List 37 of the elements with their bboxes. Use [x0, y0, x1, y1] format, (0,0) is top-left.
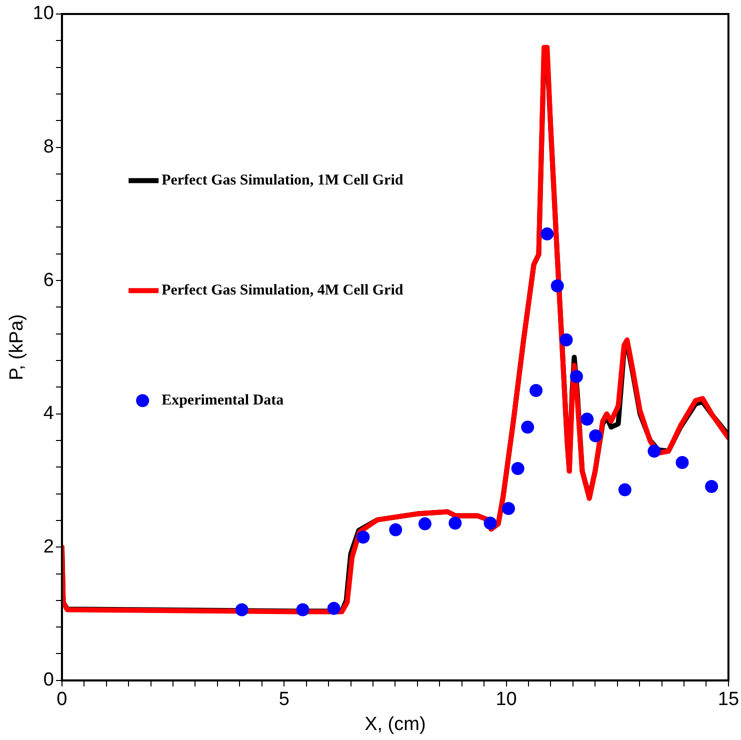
- point: [570, 370, 583, 384]
- point: [484, 516, 497, 530]
- point: [521, 420, 534, 434]
- point: [560, 333, 573, 346]
- point: [540, 227, 554, 240]
- y-tick-label: 2: [43, 536, 54, 558]
- point: [235, 603, 248, 616]
- point: [448, 516, 462, 530]
- point: [389, 523, 402, 536]
- point: [327, 602, 340, 615]
- x-tick-label: 5: [278, 689, 290, 710]
- y-tick-label: 4: [43, 403, 54, 424]
- point: [648, 444, 661, 458]
- point: [550, 279, 564, 292]
- y-tick-label: 0: [43, 670, 54, 691]
- point: [580, 412, 594, 426]
- x-axis-title: X, (cm): [364, 714, 426, 735]
- legend-label: Perfect Gas Simulation, 4M Cell Grid: [162, 282, 404, 298]
- point: [356, 530, 370, 544]
- point: [530, 384, 543, 398]
- y-tick-label: 10: [32, 3, 54, 24]
- y-axis-title: P, (kPa): [6, 314, 28, 380]
- x-tick-label: 0: [56, 689, 68, 710]
- legend-label: Experimental Data: [162, 392, 284, 408]
- point: [418, 517, 432, 530]
- point: [511, 462, 524, 475]
- point: [296, 603, 310, 616]
- point: [618, 483, 632, 496]
- x-tick-label: 15: [718, 689, 740, 710]
- point: [502, 502, 515, 515]
- legend-label: Perfect Gas Simulation, 1M Cell Grid: [162, 172, 404, 188]
- x-tick-label: 10: [496, 689, 517, 710]
- point: [705, 480, 718, 493]
- point: [676, 456, 689, 469]
- y-tick-label: 8: [43, 136, 54, 158]
- y-tick-label: 6: [43, 270, 54, 291]
- point: [589, 429, 602, 442]
